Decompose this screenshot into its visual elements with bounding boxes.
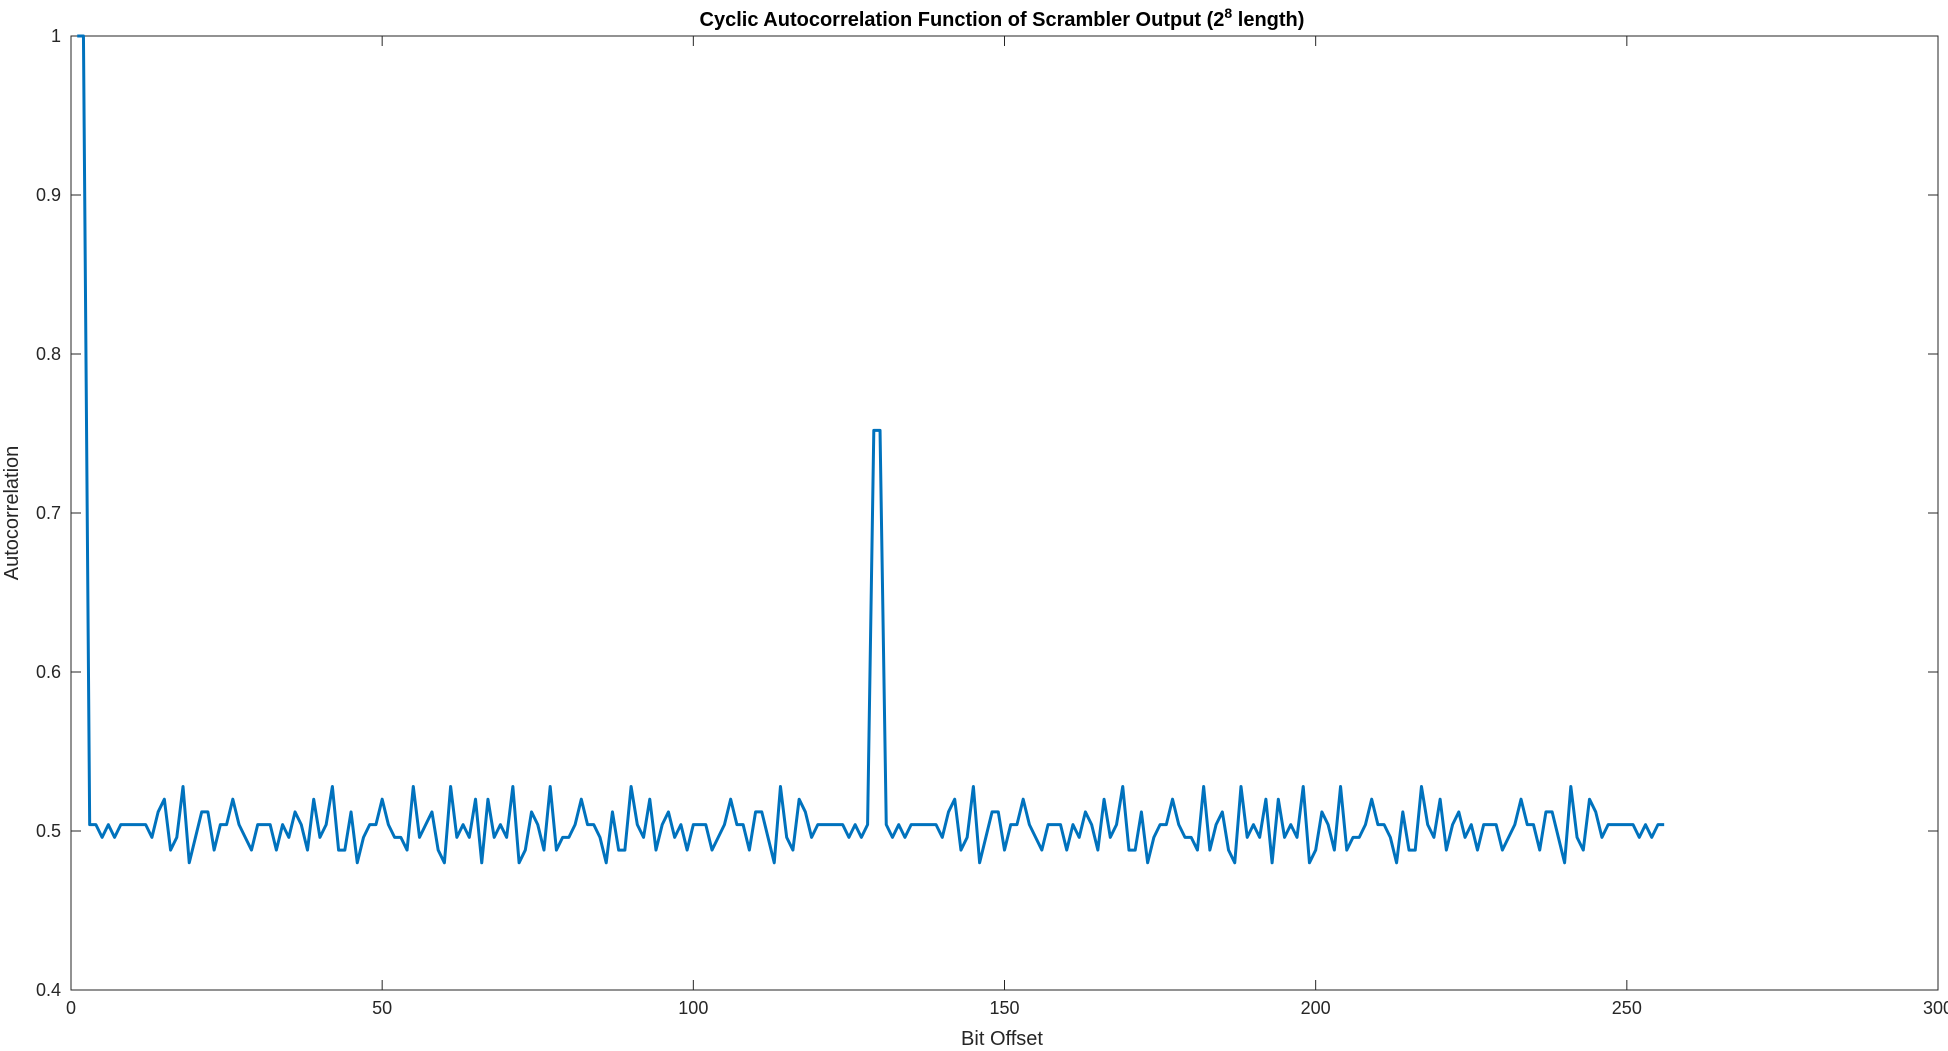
chart-title-suffix: length): [1232, 9, 1304, 31]
y-tick-label: 0.7: [36, 503, 61, 523]
y-tick-label: 0.5: [36, 821, 61, 841]
plot-area: [70, 35, 1939, 991]
x-tick-label: 200: [1301, 998, 1331, 1018]
x-axis-label: Bit Offset: [961, 1028, 1043, 1050]
axis-ticks: 0 50 100 150 200 250 300 0.4 0.5 0.6 0.7 0.8 0.9 1: [36, 26, 1948, 1018]
y-tick-label: 1: [51, 26, 61, 46]
x-tick-label: 0: [66, 998, 76, 1018]
chart-title-superscript: 8: [1224, 5, 1232, 21]
x-tick-label: 250: [1612, 998, 1642, 1018]
y-tick-label: 0.9: [36, 185, 61, 205]
x-tick-label: 150: [989, 998, 1019, 1018]
y-tick-label: 0.4: [36, 980, 61, 1000]
y-axis-label: Autocorrelation: [1, 446, 23, 581]
y-tick-label: 0.8: [36, 344, 61, 364]
x-tick-label: 100: [678, 998, 708, 1018]
autocorrelation-line: [77, 34, 1665, 865]
x-tick-label: 300: [1923, 998, 1948, 1018]
y-tick-label: 0.6: [36, 662, 61, 682]
chart-title: Cyclic Autocorrelation Function of Scram…: [700, 5, 1305, 31]
chart-title-main: Cyclic Autocorrelation Function of Scram…: [700, 9, 1225, 31]
x-tick-label: 50: [372, 998, 392, 1018]
